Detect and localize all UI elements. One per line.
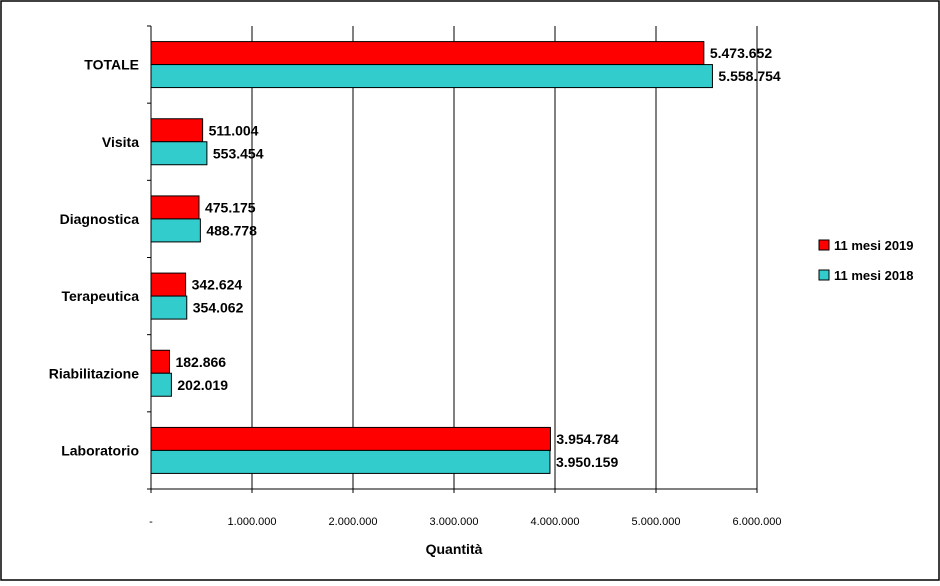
bar-2018-2 xyxy=(150,218,201,243)
data-label-2018-3: 354.062 xyxy=(193,300,244,316)
x-tick-label-1: 1.000.000 xyxy=(228,516,277,528)
bar-2019-2 xyxy=(150,195,200,220)
legend-swatch-0 xyxy=(818,239,830,251)
data-label-2019-3: 342.624 xyxy=(192,277,243,293)
x-tick-label-5: 5.000.000 xyxy=(632,516,681,528)
data-label-2019-0: 5.473.652 xyxy=(710,45,772,61)
data-labels: 5.473.652 5.558.754 511.004 553.454 475.175 4… xyxy=(175,45,780,470)
x-tick-label-3: 3.000.000 xyxy=(430,516,479,528)
bar-2018-3 xyxy=(150,295,188,320)
x-axis-title: Quantità xyxy=(426,541,483,557)
bars xyxy=(150,41,713,474)
bar-2019-0 xyxy=(150,41,705,66)
category-label-3: Terapeutica xyxy=(61,288,139,304)
data-label-2018-5: 3.950.159 xyxy=(556,454,618,470)
legend-swatch-1 xyxy=(818,269,830,281)
category-label-5: Laboratorio xyxy=(61,442,139,458)
data-label-2018-0: 5.558.754 xyxy=(718,68,780,84)
legend: 11 mesi 2019 11 mesi 2018 xyxy=(818,238,914,283)
data-label-2019-1: 511.004 xyxy=(209,122,259,138)
bar-2019-1 xyxy=(150,118,204,143)
x-tick-label-0: - xyxy=(149,516,153,528)
legend-label-1: 11 mesi 2018 xyxy=(834,268,914,283)
bar-2018-5 xyxy=(150,449,551,474)
bar-2018-4 xyxy=(150,372,172,397)
data-label-2019-2: 475.175 xyxy=(205,199,256,215)
category-label-4: Riabilitazione xyxy=(49,365,139,381)
data-label-2018-2: 488.778 xyxy=(206,222,257,238)
x-tick-label-4: 4.000.000 xyxy=(531,516,580,528)
data-label-2019-5: 3.954.784 xyxy=(556,431,618,447)
legend-label-0: 11 mesi 2019 xyxy=(834,238,914,253)
bar-2019-3 xyxy=(150,272,187,297)
data-label-2019-4: 182.866 xyxy=(175,354,226,370)
category-label-2: Diagnostica xyxy=(60,211,140,227)
x-tick-label-6: 6.000.000 xyxy=(733,516,782,528)
bar-2018-1 xyxy=(150,141,208,166)
data-label-2018-1: 553.454 xyxy=(213,145,264,161)
axes xyxy=(147,25,758,493)
category-labels: TOTALE Visita Diagnostica Terapeutica Riabil… xyxy=(49,57,139,459)
bar-2018-0 xyxy=(150,64,713,89)
bar-2019-5 xyxy=(150,426,551,451)
category-label-0: TOTALE xyxy=(84,57,139,73)
gridlines xyxy=(251,26,758,489)
x-tick-label-2: 2.000.000 xyxy=(329,516,378,528)
x-tick-labels: - 1.000.000 2.000.000 3.000.000 4.000.000 5.0… xyxy=(149,516,781,528)
data-label-2018-4: 202.019 xyxy=(177,377,228,393)
category-label-1: Visita xyxy=(102,134,139,150)
bar-2019-4 xyxy=(150,349,170,374)
